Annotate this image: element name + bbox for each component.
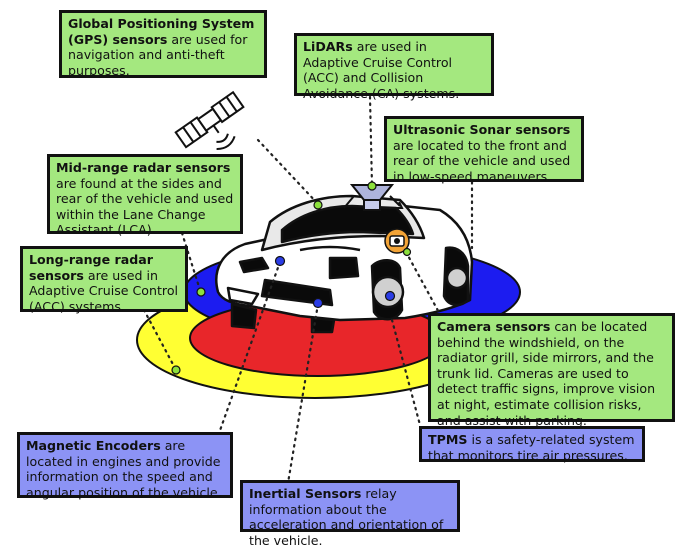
lidar-title: LiDARs [303, 39, 353, 54]
camera-sensor-dot [402, 247, 412, 257]
inertial-title: Inertial Sensors [249, 486, 362, 501]
connector-camera [404, 250, 444, 320]
gps-info-box: Global Positioning System (GPS) sensors … [59, 10, 267, 78]
magnetic-text: are located in engines and provide infor… [26, 438, 222, 500]
ultrasonic-info-box: Ultrasonic Sonar sensors are located to … [384, 116, 584, 184]
midrange-sensor-dot [196, 287, 206, 297]
inertial-info-box: Inertial Sensors relay information about… [240, 480, 460, 548]
lidar-sensor-icon [343, 184, 404, 211]
magnetic-info-box: Magnetic Encoders are located in engines… [17, 432, 233, 500]
connector-magnetic [216, 260, 282, 438]
longrange-text: are used in Adaptive Cruise Control (ACC… [29, 267, 179, 314]
satellite-icon [174, 90, 245, 150]
lidar-text: are used in Adaptive Cruise Control (ACC… [303, 39, 460, 101]
gps-text: are used for navigation and anti-theft p… [68, 31, 248, 78]
lidar-info-box: LiDARs are used in Adaptive Cruise Contr… [294, 33, 494, 101]
tpms-text: is a safety-related system that monitors… [428, 432, 635, 463]
camera-icon [384, 228, 410, 254]
tpms-sensor-dot [384, 290, 396, 302]
tpms-title: TPMS [428, 432, 468, 447]
connector-gps [256, 138, 320, 206]
camera-title: Camera sensors [437, 319, 551, 334]
midrange-title: Mid-range radar sensors [56, 160, 231, 175]
magnetic-encoder-dot [274, 255, 286, 267]
inertial-sensor-dot [312, 297, 324, 309]
car-illustration [215, 194, 474, 334]
magnetic-title: Magnetic Encoders [26, 438, 161, 453]
ultrasonic-title: Ultrasonic Sonar sensors [393, 122, 571, 137]
gps-sensor-dot [313, 200, 323, 210]
camera-info-box: Camera sensors can be located behind the… [428, 313, 675, 428]
midrange-info-box: Mid-range radar sensors are found at the… [47, 154, 243, 237]
lidar-sensor-dot [367, 181, 377, 191]
ultrasonic-text: are located to the front and rear of the… [393, 137, 571, 184]
inertial-text: relay information about the acceleration… [249, 486, 444, 548]
connector-longrange [142, 308, 178, 372]
connector-inertial [286, 302, 320, 485]
longrange-sensor-dot [171, 365, 181, 375]
gps-title: Global Positioning System (GPS) sensors [68, 16, 255, 47]
midrange-text: are found at the sides and rear of the v… [56, 175, 234, 238]
tpms-info-box: TPMS is a safety-related system that mon… [419, 426, 645, 463]
longrange-info-box: Long-range radar sensors are used in Ada… [20, 246, 188, 314]
connector-lidar [368, 95, 374, 188]
longrange-title: Long-range radar sensors [29, 252, 153, 283]
camera-text: can be located behind the windshield, on… [437, 319, 656, 428]
connector-tpms [390, 318, 422, 427]
